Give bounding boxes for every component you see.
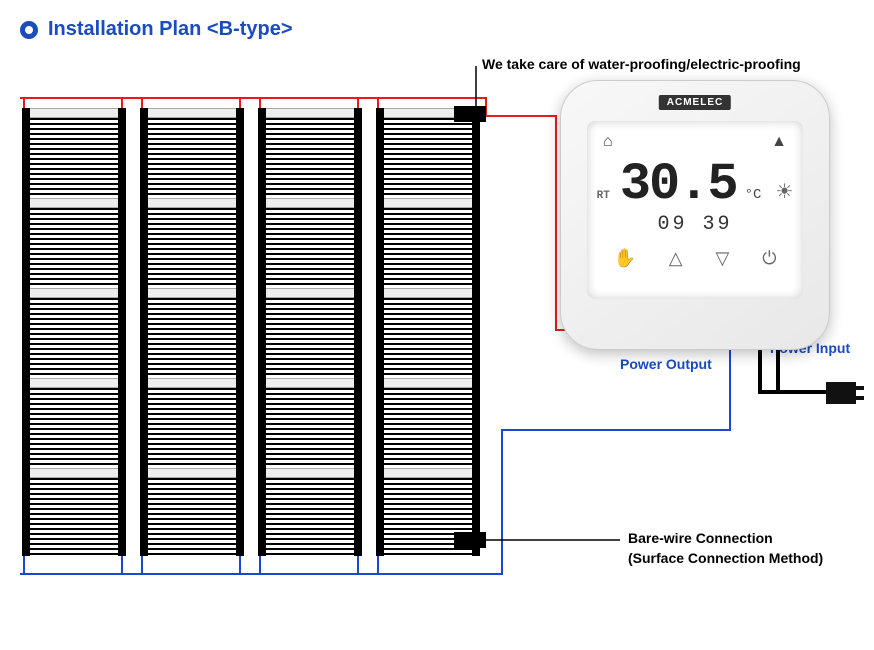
- panel-label-strip: [384, 198, 472, 208]
- home-icon: ⌂: [603, 133, 613, 151]
- lcd-button-row: ✋ △ ▽ ⏻: [597, 248, 793, 269]
- panel-label-strip: [266, 198, 354, 208]
- panel-label-strip: [30, 108, 118, 118]
- heating-stripes: [266, 478, 354, 556]
- temperature-value: 30.5: [620, 159, 737, 211]
- temperature-unit: °C: [745, 187, 762, 203]
- heating-stripes: [266, 118, 354, 198]
- heating-panel-3: [258, 108, 362, 556]
- sun-icon: ☀: [775, 179, 793, 204]
- connection-box-top: [454, 106, 486, 122]
- heating-stripes: [30, 208, 118, 288]
- person-icon: ▲: [771, 133, 787, 151]
- heating-stripes: [266, 208, 354, 288]
- power-button[interactable]: ⏻: [762, 248, 776, 269]
- heating-stripes: [148, 298, 236, 378]
- up-button[interactable]: △: [669, 248, 683, 269]
- heating-stripes: [30, 478, 118, 556]
- heating-stripes: [30, 388, 118, 468]
- time-display: 09 39: [597, 213, 793, 236]
- annotation-bare-wire: Bare-wire Connection: [628, 530, 773, 546]
- panel-label-strip: [30, 198, 118, 208]
- annotation-power-output: Power Output: [620, 356, 712, 372]
- heating-stripes: [384, 298, 472, 378]
- rt-label: RT: [597, 190, 610, 202]
- panel-label-strip: [266, 468, 354, 478]
- panel-label-strip: [148, 378, 236, 388]
- panel-label-strip: [30, 468, 118, 478]
- heating-stripes: [266, 298, 354, 378]
- lcd-temperature-row: RT 30.5 °C ☀: [597, 159, 793, 211]
- annotation-proofing: We take care of water-proofing/electric-…: [482, 56, 801, 72]
- bullet-icon: [20, 21, 38, 39]
- heating-panel-4: [376, 108, 480, 556]
- panel-label-strip: [148, 288, 236, 298]
- panel-label-strip: [266, 378, 354, 388]
- thermostat-device: ACMELEC ⌂ ▲ RT 30.5 °C ☀ 09 39 ✋ △ ▽ ⏻: [560, 80, 830, 350]
- panel-label-strip: [266, 108, 354, 118]
- panel-label-strip: [148, 198, 236, 208]
- title-row: Installation Plan <B-type>: [20, 18, 293, 41]
- heating-stripes: [148, 118, 236, 198]
- heating-panel-1: [22, 108, 126, 556]
- heating-stripes: [148, 208, 236, 288]
- page-title: Installation Plan <B-type>: [48, 18, 293, 41]
- heating-stripes: [266, 388, 354, 468]
- heating-stripes: [384, 388, 472, 468]
- heating-stripes: [384, 208, 472, 288]
- lcd-top-icons: ⌂ ▲: [597, 133, 793, 155]
- heating-stripes: [148, 478, 236, 556]
- panel-label-strip: [148, 108, 236, 118]
- power-plug-icon: [826, 382, 856, 404]
- panel-label-strip: [266, 288, 354, 298]
- thermostat-brand: ACMELEC: [659, 95, 731, 110]
- thermostat-screen: ⌂ ▲ RT 30.5 °C ☀ 09 39 ✋ △ ▽ ⏻: [587, 121, 803, 299]
- annotation-bare-wire-method: (Surface Connection Method): [628, 550, 823, 566]
- mode-button[interactable]: ✋: [613, 248, 635, 269]
- panel-label-strip: [384, 378, 472, 388]
- panel-label-strip: [30, 378, 118, 388]
- panel-label-strip: [148, 468, 236, 478]
- heating-stripes: [384, 118, 472, 198]
- connection-box-bottom: [454, 532, 486, 548]
- heating-stripes: [148, 388, 236, 468]
- panel-label-strip: [384, 288, 472, 298]
- panel-label-strip: [30, 288, 118, 298]
- heating-stripes: [30, 118, 118, 198]
- heating-panel-2: [140, 108, 244, 556]
- down-button[interactable]: ▽: [716, 248, 730, 269]
- heating-stripes: [30, 298, 118, 378]
- panel-label-strip: [384, 468, 472, 478]
